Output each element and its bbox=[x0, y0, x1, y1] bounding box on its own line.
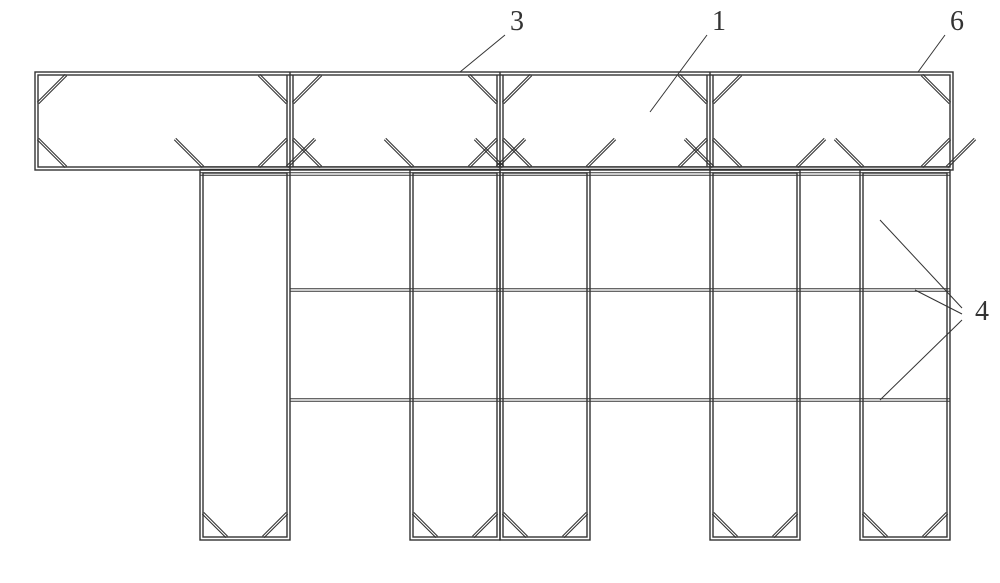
top-band bbox=[35, 72, 953, 170]
horizontal-rail bbox=[290, 167, 410, 170]
top-band-joint bbox=[287, 72, 293, 170]
horizontal-rail bbox=[800, 399, 860, 402]
horizontal-rail bbox=[710, 399, 800, 402]
top-band-joint bbox=[707, 72, 713, 170]
horizontal-rail bbox=[290, 289, 410, 292]
top-band-joint bbox=[497, 72, 503, 170]
horizontal-rail bbox=[800, 289, 860, 292]
callout-label: 6 bbox=[950, 6, 964, 37]
horizontal-rail bbox=[590, 289, 710, 292]
horizontal-rail bbox=[860, 289, 950, 292]
gusset-leg-bottom bbox=[502, 512, 588, 537]
callout: 6 bbox=[918, 6, 964, 72]
horizontal-rail bbox=[290, 173, 410, 176]
horizontal-rail bbox=[590, 167, 710, 170]
gusset bbox=[37, 138, 67, 168]
callout-label: 3 bbox=[510, 6, 524, 37]
horizontal-rail bbox=[500, 289, 590, 292]
callout: 3 bbox=[460, 6, 524, 72]
vertical-leg bbox=[410, 170, 500, 540]
gusset-leg-top bbox=[834, 138, 976, 168]
gusset-leg-bottom bbox=[202, 512, 288, 537]
horizontal-rail bbox=[200, 167, 290, 170]
horizontal-rail bbox=[410, 289, 500, 292]
vertical-leg bbox=[710, 170, 800, 540]
callout: 4 bbox=[880, 220, 989, 400]
gusset-leg-bottom bbox=[412, 512, 498, 537]
gusset-leg-bottom bbox=[862, 512, 948, 537]
horizontal-rail bbox=[860, 399, 950, 402]
callout: 1 bbox=[650, 6, 726, 112]
vertical-leg bbox=[200, 170, 290, 540]
horizontal-rail bbox=[800, 167, 860, 170]
horizontal-rail bbox=[860, 167, 950, 170]
gusset bbox=[921, 138, 951, 168]
vertical-leg bbox=[500, 170, 590, 540]
gusset bbox=[37, 74, 67, 104]
horizontal-rail bbox=[590, 399, 710, 402]
horizontal-rail bbox=[800, 173, 860, 176]
gusset bbox=[921, 74, 951, 104]
horizontal-rail bbox=[290, 399, 410, 402]
horizontal-rail bbox=[410, 399, 500, 402]
callout-label: 4 bbox=[975, 296, 989, 327]
gusset-leg-bottom bbox=[712, 512, 798, 537]
vertical-leg bbox=[860, 170, 950, 540]
horizontal-rail bbox=[500, 167, 590, 170]
horizontal-rail bbox=[590, 173, 710, 176]
horizontal-rail bbox=[500, 399, 590, 402]
horizontal-rail bbox=[710, 167, 800, 170]
horizontal-rail bbox=[410, 167, 500, 170]
callout-label: 1 bbox=[712, 6, 726, 37]
engineering-diagram: 3 1 6 4 bbox=[0, 0, 1000, 583]
horizontal-rail bbox=[710, 289, 800, 292]
